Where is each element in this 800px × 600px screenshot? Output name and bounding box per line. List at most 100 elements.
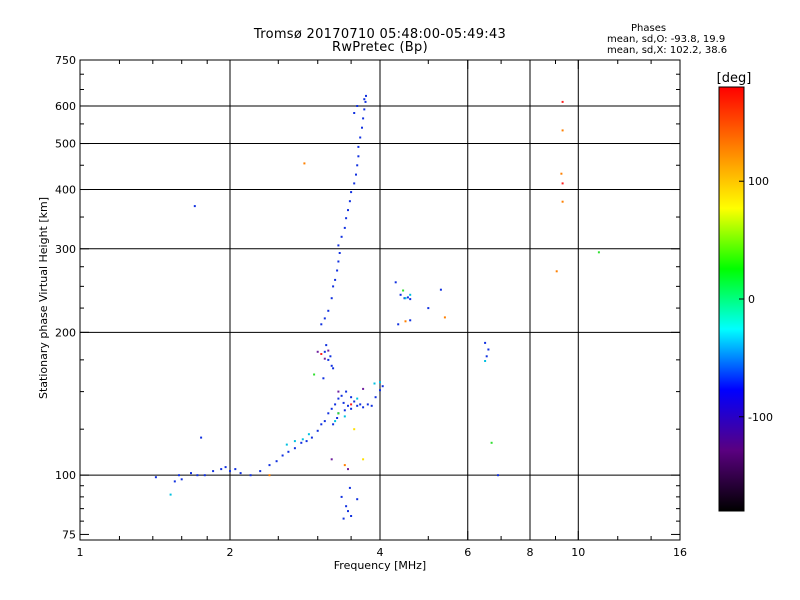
- data-point: [343, 409, 346, 412]
- data-point: [362, 458, 365, 461]
- data-point: [370, 404, 373, 407]
- y-axis-label: Stationary phase Virtual Height [km]: [37, 197, 50, 399]
- y-tick-label: 600: [55, 100, 76, 113]
- data-point: [404, 297, 407, 300]
- colorbar-layer: 100 0 -100 [deg]: [717, 71, 773, 512]
- data-point: [409, 319, 412, 322]
- data-point: [293, 440, 296, 443]
- data-point: [353, 182, 356, 185]
- data-point: [348, 486, 351, 489]
- data-point: [342, 517, 345, 520]
- data-point: [487, 348, 490, 351]
- data-point: [404, 320, 407, 323]
- data-point: [275, 460, 278, 463]
- data-point: [365, 94, 367, 97]
- data-point: [337, 390, 340, 393]
- colorbar-tick-label: 0: [748, 293, 755, 306]
- data-point: [353, 428, 356, 431]
- data-point: [356, 164, 359, 167]
- data-point: [334, 403, 337, 406]
- y-tick-label: 100: [55, 469, 76, 482]
- data-point: [374, 396, 377, 399]
- data-point: [373, 382, 376, 385]
- data-point: [362, 117, 365, 120]
- data-point: [212, 470, 215, 473]
- y-tick-label: 500: [55, 138, 76, 151]
- data-point: [561, 129, 564, 132]
- y-tick-label: 400: [55, 184, 76, 197]
- data-point: [268, 464, 271, 467]
- data-point: [229, 470, 231, 473]
- data-point: [406, 296, 409, 299]
- data-point: [320, 323, 323, 326]
- data-point: [303, 162, 306, 165]
- data-point: [316, 350, 319, 353]
- data-point: [353, 112, 356, 114]
- data-point: [330, 458, 333, 461]
- data-point: [310, 436, 313, 439]
- data-point: [249, 474, 252, 477]
- data-point: [337, 397, 340, 400]
- data-point: [366, 403, 369, 406]
- data-point: [300, 441, 303, 444]
- data-point: [322, 377, 325, 380]
- data-point: [334, 278, 337, 281]
- data-point: [409, 298, 412, 301]
- data-point: [196, 474, 199, 477]
- y-tick-label: 750: [55, 54, 76, 67]
- data-point: [327, 349, 330, 352]
- data-point: [323, 317, 326, 320]
- data-point: [484, 360, 487, 362]
- x-tick-label: 8: [527, 546, 534, 559]
- phases-heading: Phases: [631, 23, 667, 34]
- data-point: [362, 387, 365, 390]
- data-point: [327, 309, 330, 312]
- x-tick-label: 6: [464, 546, 471, 559]
- colorbar-tick-label: -100: [748, 411, 773, 424]
- data-point: [330, 297, 333, 300]
- data-point: [439, 288, 442, 291]
- data-point: [193, 205, 196, 208]
- data-point: [327, 358, 330, 361]
- data-point: [561, 100, 564, 103]
- data-point: [323, 350, 326, 353]
- data-point: [347, 468, 349, 471]
- x-tick-label: 10: [571, 546, 585, 559]
- data-point: [561, 182, 564, 185]
- data-point: [443, 316, 446, 319]
- data-point: [338, 252, 341, 254]
- data-point: [173, 480, 176, 483]
- data-point: [356, 404, 359, 407]
- data-point: [337, 412, 340, 415]
- points-layer: [154, 94, 600, 520]
- data-point: [180, 478, 183, 481]
- x-tick-label: 16: [673, 546, 687, 559]
- phases-mean-x: mean, sd,X: 102.2, 38.6: [607, 45, 728, 56]
- data-point: [343, 464, 346, 467]
- data-point: [359, 403, 362, 406]
- chart-subtitle: RwPretec (Bp): [332, 40, 428, 55]
- data-point: [190, 472, 192, 475]
- data-point: [484, 341, 487, 344]
- phases-mean-o: mean, sd,O: -93.8, 19.9: [607, 34, 726, 45]
- data-point: [307, 433, 310, 436]
- data-point: [340, 235, 343, 238]
- data-point: [359, 136, 362, 139]
- data-point: [329, 355, 332, 358]
- data-point: [357, 145, 360, 148]
- data-point: [336, 269, 339, 272]
- data-point: [337, 260, 340, 263]
- data-point: [361, 126, 363, 129]
- data-point: [337, 244, 340, 247]
- data-point: [363, 98, 366, 101]
- data-point: [356, 397, 359, 400]
- data-point: [332, 367, 335, 370]
- y-tick-label: 300: [55, 243, 76, 256]
- x-tick-label: 4: [377, 546, 384, 559]
- chart-title: Tromsø 20170710 05:48:00-05:49:43: [253, 27, 507, 42]
- data-point: [220, 468, 223, 471]
- data-point: [355, 173, 357, 176]
- data-point: [379, 389, 381, 392]
- data-point: [397, 323, 400, 326]
